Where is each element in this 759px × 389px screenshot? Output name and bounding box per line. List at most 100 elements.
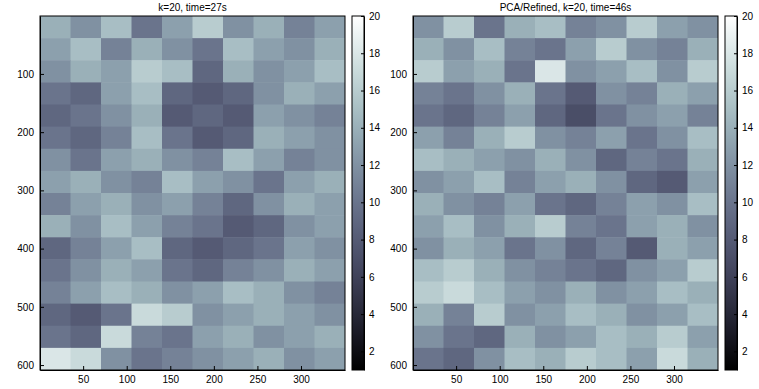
heatmap-cell — [132, 149, 163, 172]
title: PCA/Refined, k=20, time=46s — [500, 2, 632, 13]
heatmap-cell — [505, 193, 536, 216]
heatmap-cell — [566, 149, 597, 172]
tick: 2 — [734, 346, 748, 357]
heatmap-cell — [223, 82, 254, 105]
tick: 10 — [734, 197, 754, 208]
heatmap-cell — [596, 16, 627, 39]
heatmap-cell — [505, 82, 536, 105]
heatmap-cell — [657, 60, 688, 83]
heatmap-cell — [627, 237, 658, 260]
heatmap-cell — [223, 304, 254, 327]
heatmap-cell — [162, 193, 193, 216]
tick-mark — [674, 366, 675, 370]
heatmap-cell — [535, 60, 566, 83]
heatmap-cell — [71, 237, 102, 260]
heatmap-cell — [444, 60, 475, 83]
tick-mark — [257, 366, 258, 370]
tick-mark — [361, 165, 364, 166]
heatmap-cell — [474, 127, 505, 150]
tick-label: 250 — [250, 374, 267, 385]
heatmap-cell — [505, 16, 536, 39]
heatmap-cell — [413, 259, 444, 282]
heatmap-cell — [101, 282, 132, 305]
heatmap-cell — [223, 326, 254, 349]
tick-label: 100 — [17, 69, 34, 80]
heatmap-cell — [40, 259, 71, 282]
heatmap-cell — [193, 348, 224, 370]
tick: 50 — [451, 366, 463, 385]
tick-mark — [734, 277, 737, 278]
heatmap-cell — [40, 282, 71, 305]
heatmap-cell — [40, 127, 71, 150]
heatmap-cell — [627, 259, 658, 282]
heatmap-cell — [596, 105, 627, 128]
tick-mark — [127, 366, 128, 370]
heatmap-cell — [284, 282, 315, 305]
heatmap-cell — [596, 60, 627, 83]
heatmap-cell — [627, 304, 658, 327]
tick-label: 8 — [742, 234, 748, 245]
heatmap-cell — [101, 326, 132, 349]
tick-label: 100 — [390, 69, 407, 80]
heatmap-cell — [284, 348, 315, 370]
heatmap-cell — [193, 304, 224, 327]
heatmap-cell — [284, 171, 315, 194]
heatmap-cell — [71, 304, 102, 327]
heatmap-cell — [566, 127, 597, 150]
tick-label: 6 — [369, 272, 375, 283]
heatmap-cell — [657, 82, 688, 105]
heatmap-cell — [71, 60, 102, 83]
heatmap-cell — [101, 127, 132, 150]
heatmap-cell — [657, 304, 688, 327]
tick-mark — [361, 351, 364, 352]
tick: 6 — [734, 272, 748, 283]
heatmap-cell — [284, 149, 315, 172]
tick-label: 200 — [206, 374, 223, 385]
heatmap-cell — [474, 16, 505, 39]
tick-label: 300 — [17, 185, 34, 196]
heatmap-cell — [474, 193, 505, 216]
tick-label: 200 — [17, 127, 34, 138]
heatmap-cell — [657, 105, 688, 128]
heatmap-cell — [193, 105, 224, 128]
heatmap-cell — [162, 282, 193, 305]
heatmap-cell — [162, 215, 193, 238]
tick-label: 600 — [390, 360, 407, 371]
heatmap-cell — [193, 193, 224, 216]
heatmap-cell — [315, 215, 346, 238]
heatmap-cell — [688, 282, 719, 305]
heatmap-cell — [596, 348, 627, 370]
heatmap-cell — [474, 38, 505, 61]
heatmap-cell — [627, 348, 658, 370]
heatmap-cell — [596, 282, 627, 305]
heatmap-cell — [627, 326, 658, 349]
heatmap-cell — [444, 105, 475, 128]
heatmap-cell — [284, 127, 315, 150]
heatmap-cell — [474, 60, 505, 83]
tick-mark — [361, 202, 364, 203]
heatmap-cell — [444, 149, 475, 172]
heatmap-cell — [535, 237, 566, 260]
tick: 400 — [17, 243, 44, 254]
tick-mark — [361, 16, 364, 17]
heatmap-cell — [193, 259, 224, 282]
heatmap-cell — [101, 348, 132, 370]
heatmap-cell — [223, 105, 254, 128]
heatmap-cell — [505, 38, 536, 61]
x-axis: 50100150200250300 — [41, 366, 346, 385]
heatmap-cell — [71, 16, 102, 39]
heatmap-cell — [535, 193, 566, 216]
tick-mark — [500, 366, 501, 370]
heatmap-cell — [71, 259, 102, 282]
heatmap-cell — [223, 16, 254, 39]
heatmap-cell — [505, 282, 536, 305]
heatmap-cell — [223, 237, 254, 260]
tick: 20 — [734, 11, 754, 22]
tick: 16 — [734, 85, 754, 96]
heatmap-cell — [284, 38, 315, 61]
heatmap-cells — [413, 16, 718, 370]
heatmap-cell — [657, 237, 688, 260]
tick-label: 100 — [119, 374, 136, 385]
heatmap-cell — [566, 348, 597, 370]
heatmap-cell — [474, 348, 505, 370]
